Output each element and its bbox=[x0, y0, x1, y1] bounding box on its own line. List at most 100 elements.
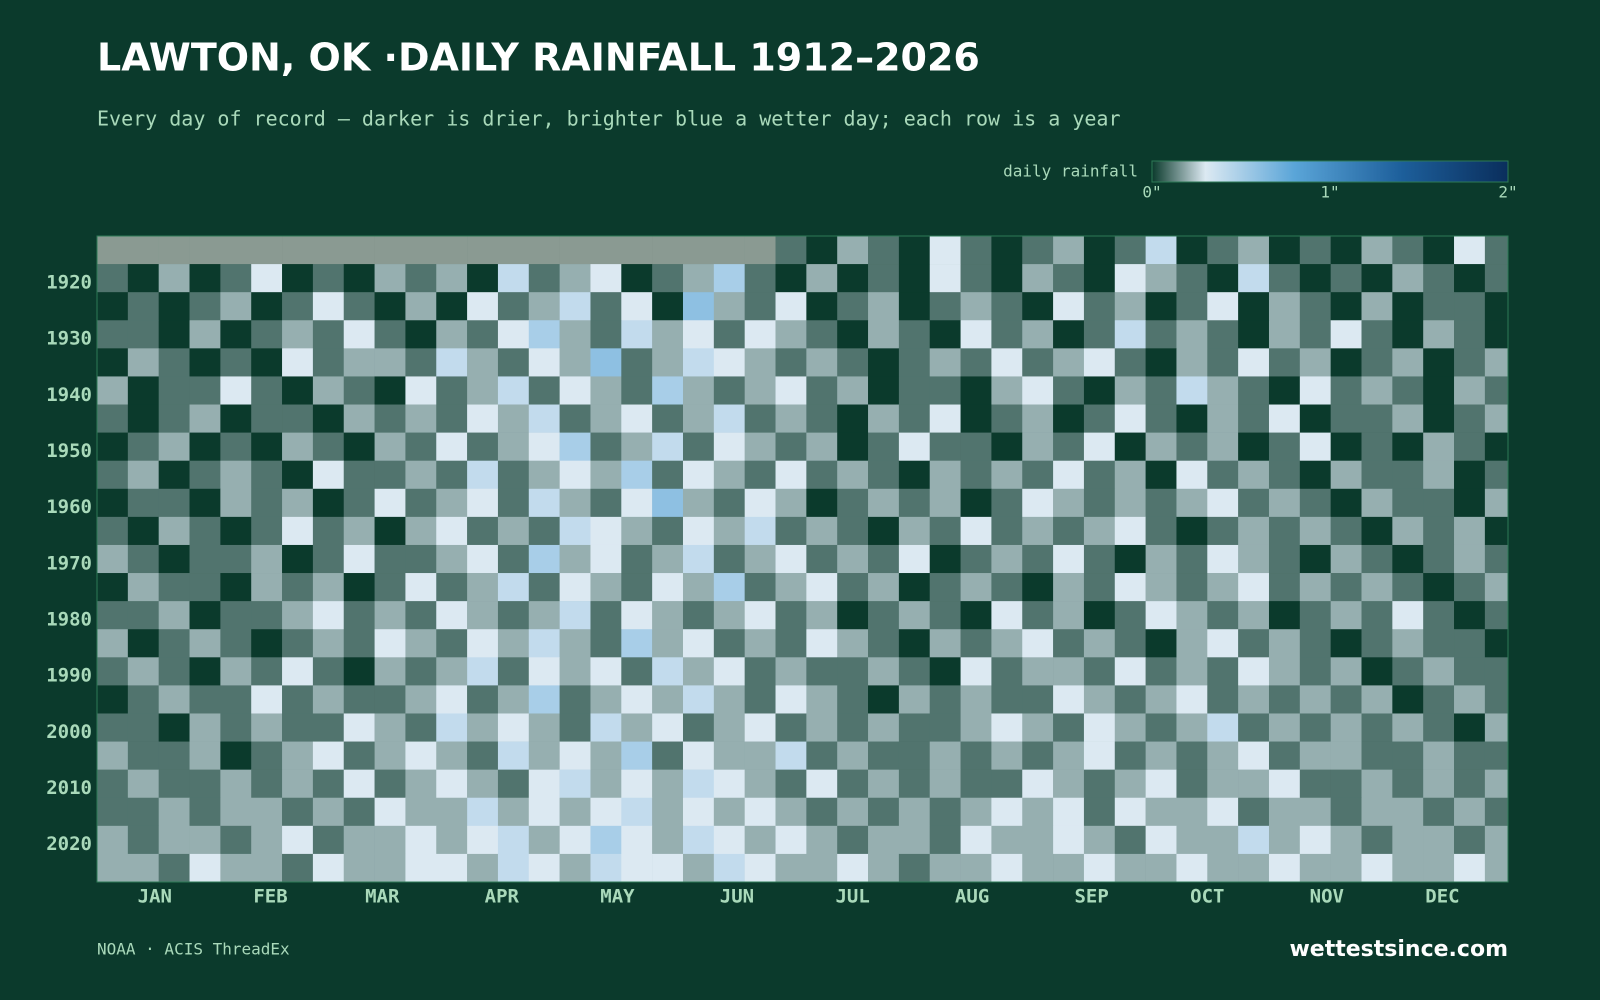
cell bbox=[1053, 825, 1085, 855]
cell bbox=[189, 629, 221, 658]
cell bbox=[282, 292, 314, 321]
cell bbox=[1145, 236, 1177, 265]
cell bbox=[282, 853, 314, 883]
cell bbox=[220, 292, 252, 321]
cell bbox=[1299, 460, 1331, 490]
cell bbox=[713, 601, 745, 630]
cell bbox=[1083, 769, 1116, 799]
cell bbox=[282, 320, 314, 349]
cell bbox=[621, 629, 653, 658]
cell bbox=[282, 657, 314, 686]
cell bbox=[158, 488, 190, 518]
cell bbox=[682, 320, 715, 349]
cell bbox=[405, 292, 437, 321]
cell bbox=[374, 488, 406, 518]
cell bbox=[97, 348, 129, 377]
cell bbox=[1268, 236, 1301, 265]
cell bbox=[898, 404, 931, 433]
cell bbox=[220, 404, 252, 433]
cell bbox=[312, 376, 345, 405]
cell bbox=[374, 685, 406, 714]
cell bbox=[1145, 348, 1177, 377]
cell bbox=[1114, 488, 1146, 518]
cell bbox=[497, 741, 530, 770]
cell bbox=[1083, 601, 1116, 630]
cell bbox=[158, 741, 190, 770]
cell bbox=[713, 853, 745, 883]
cell bbox=[837, 236, 869, 265]
cell bbox=[837, 853, 869, 883]
cell bbox=[960, 657, 992, 686]
cell bbox=[991, 601, 1023, 630]
cell bbox=[682, 741, 715, 770]
cell bbox=[436, 404, 468, 433]
cell bbox=[467, 657, 499, 686]
cell bbox=[251, 713, 283, 742]
cell bbox=[1484, 544, 1509, 574]
cell bbox=[1268, 264, 1301, 293]
cell bbox=[1330, 404, 1362, 433]
cell bbox=[282, 460, 314, 490]
cell bbox=[1392, 629, 1424, 658]
cell bbox=[868, 320, 900, 349]
cell bbox=[189, 797, 221, 827]
cell bbox=[744, 488, 776, 518]
cell bbox=[1114, 516, 1146, 546]
cell bbox=[97, 853, 129, 883]
cell bbox=[312, 348, 345, 377]
cell bbox=[405, 460, 437, 490]
cell bbox=[1053, 404, 1085, 433]
cell bbox=[1454, 236, 1486, 265]
cell bbox=[528, 797, 560, 827]
cell bbox=[467, 629, 499, 658]
cell bbox=[1207, 488, 1239, 518]
cell bbox=[1053, 629, 1085, 658]
cell bbox=[1238, 404, 1270, 433]
cell bbox=[898, 601, 931, 630]
cell bbox=[1145, 460, 1177, 490]
cell bbox=[405, 741, 437, 770]
cell bbox=[1299, 376, 1331, 405]
cell bbox=[127, 601, 159, 630]
cell bbox=[1145, 825, 1177, 855]
cell bbox=[1299, 685, 1331, 714]
cell bbox=[1145, 797, 1177, 827]
cell bbox=[343, 629, 375, 658]
cell bbox=[312, 853, 345, 883]
cell bbox=[127, 573, 159, 602]
cell bbox=[282, 488, 314, 518]
cell bbox=[220, 264, 252, 293]
cell bbox=[806, 348, 838, 377]
cell bbox=[189, 348, 221, 377]
cell bbox=[559, 544, 591, 574]
cell bbox=[590, 544, 622, 574]
cell bbox=[1022, 264, 1054, 293]
cell bbox=[1392, 544, 1424, 574]
y-tick-label: 2000 bbox=[46, 721, 92, 743]
cell bbox=[652, 348, 684, 377]
cell bbox=[1238, 629, 1270, 658]
cell bbox=[590, 769, 622, 799]
cell bbox=[1176, 685, 1208, 714]
cell bbox=[1330, 460, 1362, 490]
cell bbox=[312, 797, 345, 827]
cell bbox=[374, 713, 406, 742]
cell bbox=[497, 825, 530, 855]
cell bbox=[467, 573, 499, 602]
cell bbox=[1423, 685, 1455, 714]
cell bbox=[1423, 657, 1455, 686]
cell bbox=[1083, 544, 1116, 574]
cell bbox=[898, 488, 931, 518]
cell bbox=[405, 404, 437, 433]
cell bbox=[1299, 320, 1331, 349]
cell bbox=[652, 797, 684, 827]
cell bbox=[97, 629, 129, 658]
cell bbox=[1176, 376, 1208, 405]
cell bbox=[1176, 853, 1208, 883]
cell bbox=[497, 573, 530, 602]
cell bbox=[929, 432, 961, 461]
cell bbox=[467, 320, 499, 349]
cell bbox=[1022, 629, 1054, 658]
cell bbox=[1392, 488, 1424, 518]
cell bbox=[1114, 825, 1146, 855]
